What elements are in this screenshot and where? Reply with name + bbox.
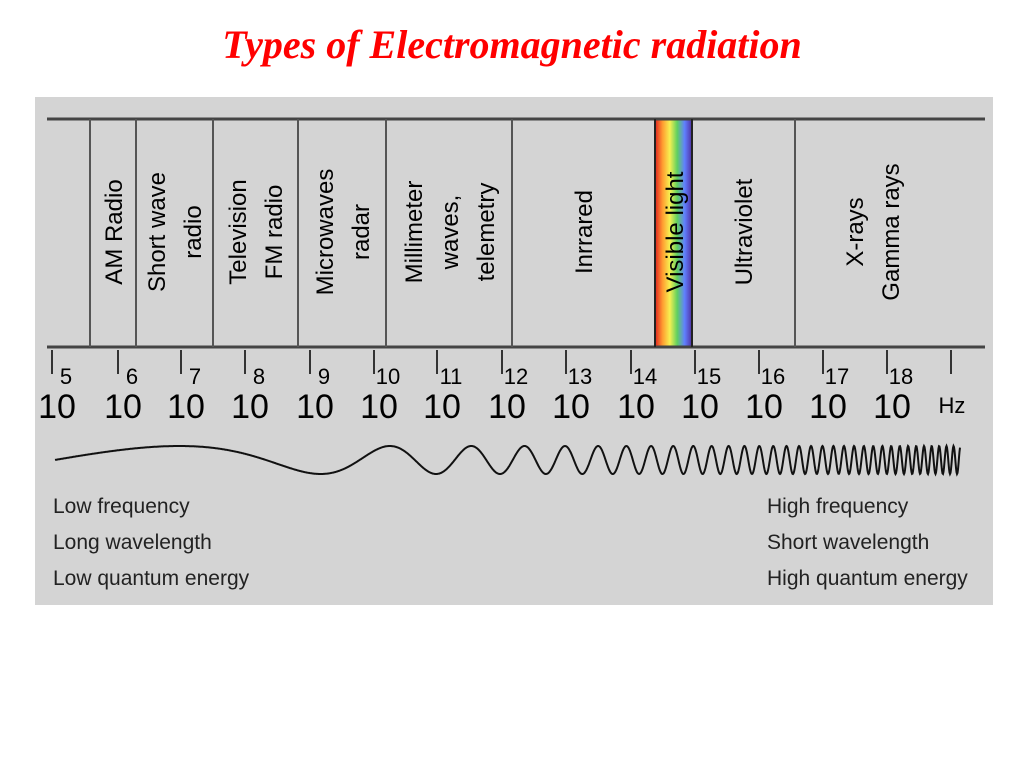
base: 10 <box>488 388 526 426</box>
base: 10 <box>104 388 142 426</box>
right-note: Short wavelength <box>767 531 929 554</box>
base: 10 <box>745 388 783 426</box>
base: 10 <box>681 388 719 426</box>
exponent: 7 <box>189 364 201 389</box>
left-note: Long wavelength <box>53 531 212 554</box>
base: 10 <box>423 388 461 426</box>
unit: Hz <box>939 393 966 418</box>
base: 10 <box>167 388 205 426</box>
band-label: Visible light <box>662 171 689 292</box>
exponent: 12 <box>504 364 528 389</box>
exponent: 8 <box>253 364 265 389</box>
title: Types of Electromagnetic radiation <box>222 22 802 67</box>
wave <box>54 443 961 477</box>
band-label: waves, <box>437 195 464 271</box>
right-note: High quantum energy <box>767 567 968 590</box>
base: 10 <box>231 388 269 426</box>
base: 10 <box>296 388 334 426</box>
band-label: Short wave <box>144 172 171 292</box>
diagram-panel <box>35 97 993 605</box>
frequency-scale: 1051061071081091010101110121013101410151… <box>38 350 965 426</box>
band-label: Gamma rays <box>878 163 905 300</box>
band-label: AM Radio <box>101 179 128 284</box>
band-label: radar <box>348 204 375 260</box>
left-note: Low frequency <box>53 495 190 518</box>
exponent: 6 <box>126 364 138 389</box>
band-label: telemetry <box>473 183 500 282</box>
base: 10 <box>552 388 590 426</box>
band-label: Microwaves <box>312 169 339 296</box>
exponent: 15 <box>697 364 721 389</box>
exponent: 11 <box>440 364 463 389</box>
base: 10 <box>38 388 76 426</box>
exponent: 14 <box>633 364 657 389</box>
band-label: X-rays <box>842 197 869 266</box>
base: 10 <box>873 388 911 426</box>
band-label: Ultraviolet <box>731 178 758 285</box>
exponent: 10 <box>376 364 400 389</box>
left-note: Low quantum energy <box>53 567 250 590</box>
band-separators <box>89 119 796 347</box>
exponent: 16 <box>761 364 785 389</box>
right-note: High frequency <box>767 495 909 518</box>
visible-spectrum <box>655 120 692 346</box>
band-label: Millimeter <box>401 181 428 284</box>
band-label: Inrrared <box>571 190 598 274</box>
band-label: FM radio <box>261 185 288 280</box>
band-label: Television <box>225 179 252 284</box>
exponent: 5 <box>60 364 72 389</box>
base: 10 <box>617 388 655 426</box>
base: 10 <box>809 388 847 426</box>
exponent: 9 <box>318 364 330 389</box>
exponent: 18 <box>889 364 913 389</box>
band-labels: AM Radio Short wave radio Television FM radi… <box>101 163 905 300</box>
exponent: 13 <box>568 364 592 389</box>
band-label: radio <box>180 205 207 258</box>
base: 10 <box>360 388 398 426</box>
exponent: 17 <box>825 364 849 389</box>
notes: Low frequency Long wavelength Low quantum … <box>53 495 968 590</box>
